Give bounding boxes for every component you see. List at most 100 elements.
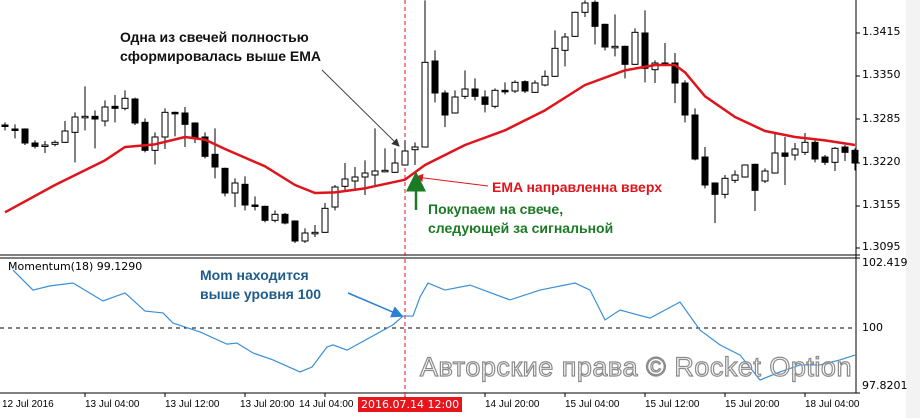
price-tick: 1.3415 bbox=[862, 25, 901, 38]
candle-bearish bbox=[821, 156, 829, 163]
arrow-to-signal-candle bbox=[321, 69, 400, 147]
watermark: Авторские права © Rocket Option bbox=[419, 351, 852, 382]
candle-bullish bbox=[161, 111, 169, 138]
annotation-candle-above-ema: Одна из свечей полностью сформировалась … bbox=[120, 28, 321, 66]
annotation-line: выше уровня 100 bbox=[200, 286, 322, 302]
momentum-line bbox=[12, 269, 856, 381]
candle-bullish bbox=[401, 150, 409, 166]
candle-bullish bbox=[411, 146, 419, 151]
momentum-tick: 102.419 bbox=[862, 256, 908, 269]
candle-bullish bbox=[551, 47, 559, 77]
candle-bullish bbox=[391, 162, 399, 173]
candle-bullish bbox=[121, 97, 129, 109]
candle-bullish bbox=[371, 170, 379, 176]
candle-bearish bbox=[241, 183, 249, 206]
candle-bearish bbox=[21, 128, 29, 144]
candle-bearish bbox=[261, 205, 269, 221]
candle-bearish bbox=[11, 128, 19, 131]
candle-bullish bbox=[801, 141, 809, 153]
candle-bearish bbox=[691, 114, 699, 160]
candle-bullish bbox=[611, 45, 619, 49]
candle-bullish bbox=[331, 186, 339, 208]
candle-bearish bbox=[671, 62, 679, 84]
candle-bullish bbox=[451, 96, 459, 114]
price-tick: 1.3285 bbox=[862, 112, 901, 125]
candle-bullish bbox=[101, 106, 109, 122]
candle-bullish bbox=[71, 116, 79, 133]
candle-bearish bbox=[91, 115, 99, 120]
candle-bearish bbox=[431, 60, 439, 94]
candle-bullish bbox=[491, 89, 499, 107]
candle-bullish bbox=[571, 11, 579, 37]
annotation-line: Одна из свечей полностью bbox=[120, 29, 309, 45]
time-tick: 13 Jul 04:00 bbox=[85, 399, 140, 410]
time-tick: 15 Jul 04:00 bbox=[565, 399, 620, 410]
candle-bullish bbox=[531, 82, 539, 93]
time-tick: 13 Jul 20:00 bbox=[240, 399, 295, 410]
right-margin bbox=[906, 0, 920, 418]
candle-bearish bbox=[111, 105, 119, 109]
candle-bullish bbox=[51, 141, 59, 145]
candle-bullish bbox=[561, 36, 569, 51]
candle-bullish bbox=[311, 231, 319, 235]
price-tick: 1.3095 bbox=[862, 240, 901, 253]
candle-bullish bbox=[271, 213, 279, 221]
candle-bearish bbox=[281, 213, 289, 224]
time-tick: 18 Jul 04:00 bbox=[805, 399, 860, 410]
candle-bearish bbox=[591, 1, 599, 27]
arrow-to-momentum bbox=[347, 292, 404, 318]
candle-bearish bbox=[201, 136, 209, 157]
candle-bearish bbox=[701, 156, 709, 186]
candle-bullish bbox=[581, 2, 589, 13]
candle-bearish bbox=[131, 98, 139, 124]
price-tick: 1.3220 bbox=[862, 155, 901, 168]
candle-bullish bbox=[41, 144, 49, 147]
candle-bearish bbox=[191, 122, 199, 138]
time-tick: 13 Jul 12:00 bbox=[165, 399, 220, 410]
cursor-time-label: 2016.07.14 12:00 bbox=[358, 397, 463, 412]
momentum-tick: 97.8201 bbox=[862, 379, 908, 392]
candle-bearish bbox=[171, 111, 179, 115]
candle-bearish bbox=[601, 23, 609, 48]
candle-bearish bbox=[681, 82, 689, 116]
candle-bullish bbox=[351, 176, 359, 182]
candle-bullish bbox=[631, 31, 639, 65]
momentum-tick: 100 bbox=[862, 321, 883, 334]
candle-bullish bbox=[61, 130, 69, 143]
candle-bearish bbox=[781, 152, 789, 157]
candle-bearish bbox=[221, 167, 229, 194]
price-tick: 1.3155 bbox=[862, 198, 901, 211]
arrow-to-ema bbox=[415, 173, 489, 187]
candle-bullish bbox=[361, 172, 369, 178]
time-tick: 14 Jul 04:00 bbox=[299, 399, 354, 410]
candle-bearish bbox=[31, 142, 39, 147]
annotation-line: следующей за сигнальной bbox=[428, 220, 614, 236]
candle-bearish bbox=[481, 96, 489, 105]
candle-bullish bbox=[341, 178, 349, 187]
candle-bearish bbox=[1, 124, 9, 127]
candle-bullish bbox=[81, 115, 89, 119]
candle-bullish bbox=[731, 174, 739, 181]
candle-bullish bbox=[541, 75, 549, 86]
time-tick: 12 Jul 2016 bbox=[2, 399, 54, 410]
candle-bullish bbox=[761, 170, 769, 182]
candle-bullish bbox=[381, 169, 389, 173]
candle-bullish bbox=[721, 177, 729, 195]
price-tick: 1.3350 bbox=[862, 68, 901, 81]
ema-line bbox=[4, 63, 856, 214]
annotation-ema-up: EMA направленна вверх bbox=[492, 179, 662, 195]
candle-bearish bbox=[141, 121, 149, 151]
candle-bearish bbox=[621, 45, 629, 65]
candle-bearish bbox=[811, 141, 819, 160]
candle-bearish bbox=[501, 89, 509, 93]
candle-bullish bbox=[301, 232, 309, 242]
candle-bearish bbox=[641, 32, 649, 69]
candle-bearish bbox=[711, 182, 719, 195]
candle-bullish bbox=[321, 207, 329, 233]
annotation-line: Покупаем на свече, bbox=[428, 201, 564, 217]
time-tick: 14 Jul 20:00 bbox=[485, 399, 540, 410]
candle-bearish bbox=[211, 153, 219, 168]
candle-bearish bbox=[841, 146, 849, 153]
